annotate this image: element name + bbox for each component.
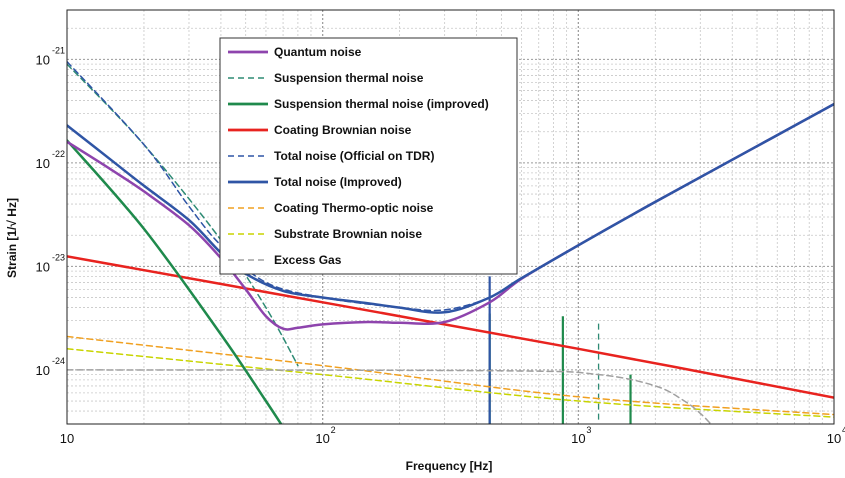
y-tick-exponent: -24 [52,356,65,366]
legend-entry: Total noise (Official on TDR) [274,149,434,163]
y-tick-exponent: -23 [52,252,65,262]
x-tick-label: 10 [827,431,841,446]
x-tick-exponent: 4 [842,425,845,435]
y-tick-label: 10 [36,52,50,67]
legend-entry: Suspension thermal noise [274,71,424,85]
x-tick-exponent: 3 [586,425,591,435]
y-axis-label: Strain [1/√ Hz] [5,198,19,278]
plot-frame [66,9,835,425]
legend-entry: Coating Thermo-optic noise [274,201,434,215]
series-line-7 [67,348,834,418]
series-line-6 [67,335,834,416]
x-axis-label: Frequency [Hz] [406,459,493,473]
x-tick-exponent: 2 [331,425,336,435]
series-line-3 [67,255,834,399]
noise-curves [67,60,834,424]
x-tick-label: 10 [60,431,74,446]
x-tick-label: 10 [315,431,329,446]
legend-entry: Coating Brownian noise [274,123,412,137]
x-tick-label: 10 [571,431,585,446]
legend-entry: Quantum noise [274,45,362,59]
legend-entry: Total noise (Improved) [274,175,402,189]
legend-box [219,37,518,275]
resonance-spikes [488,276,632,424]
series-line-8 [67,369,712,424]
y-tick-label: 10 [36,259,50,274]
legend-entry: Substrate Brownian noise [274,227,422,241]
y-tick-exponent: -22 [52,149,65,159]
legend: Quantum noise Suspension thermal noise Sus… [219,37,518,275]
y-tick-exponent: -21 [52,45,65,55]
legend-entry: Suspension thermal noise (improved) [274,97,489,111]
y-tick-label: 10 [36,156,50,171]
legend-entry: Excess Gas [274,253,342,267]
series-line-5 [67,102,834,314]
series-line-2 [67,139,283,424]
y-tick-label: 10 [36,363,50,378]
